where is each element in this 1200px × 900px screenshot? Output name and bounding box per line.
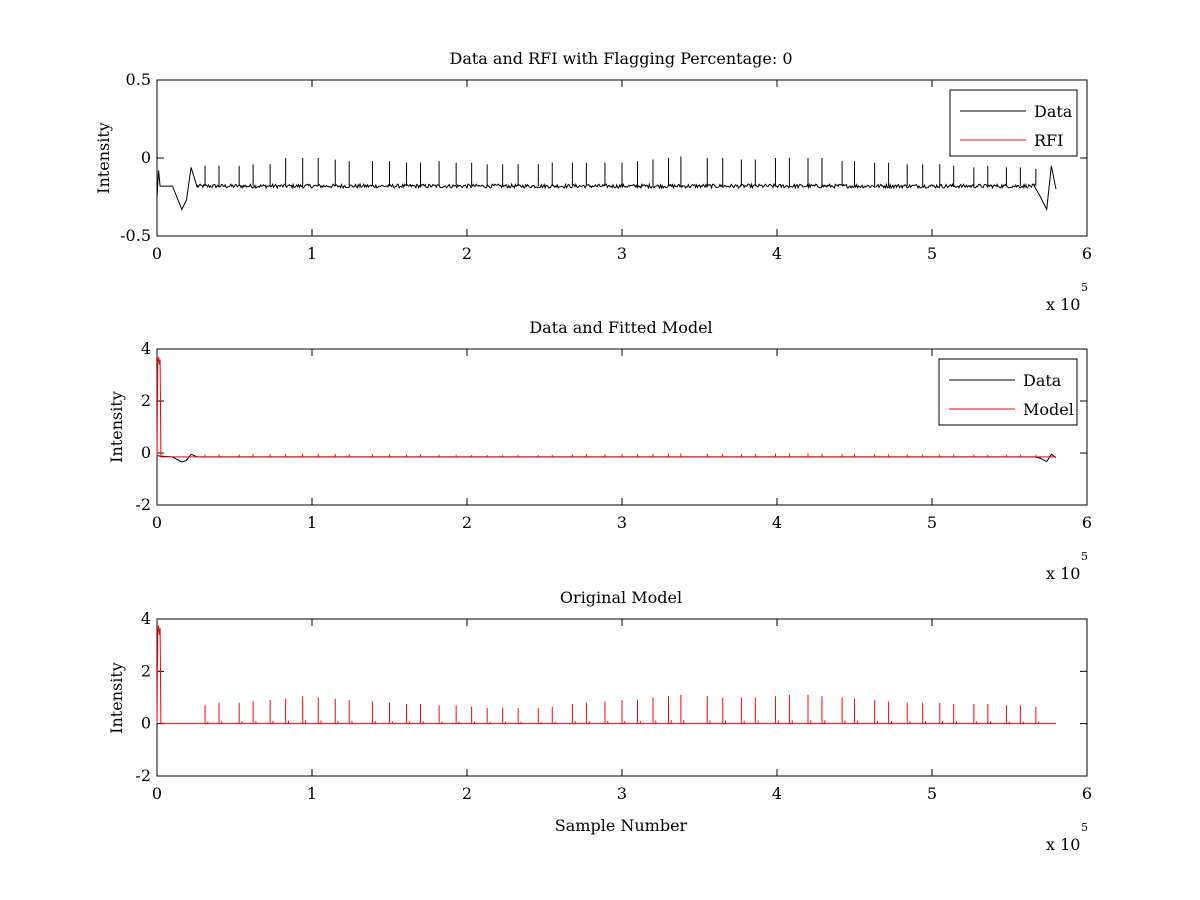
x-tick-label: 5 bbox=[927, 513, 937, 532]
x-tick-label: 0 bbox=[152, 784, 162, 803]
x-tick-label: 0 bbox=[152, 513, 162, 532]
x-tick-label: 2 bbox=[462, 244, 472, 263]
subplot-1: Data and RFI with Flagging Percentage: 0… bbox=[94, 49, 1092, 314]
subplot-2-title: Data and Fitted Model bbox=[529, 318, 712, 337]
x-tick-label: 6 bbox=[1082, 513, 1092, 532]
x-tick-label: 5 bbox=[927, 784, 937, 803]
model-trace bbox=[156, 625, 1056, 725]
x-multiplier-exponent: 5 bbox=[1081, 550, 1088, 563]
legend-box bbox=[938, 358, 1078, 426]
x-multiplier-exponent: 5 bbox=[1081, 821, 1088, 834]
x-tick-label: 3 bbox=[617, 784, 627, 803]
y-tick-label: -2 bbox=[135, 495, 151, 514]
legend-entry-label: RFI bbox=[1034, 131, 1063, 150]
subplot-3-xlabel: Sample Number bbox=[555, 816, 688, 835]
y-tick-label: -2 bbox=[135, 766, 151, 785]
y-tick-label: 4 bbox=[141, 339, 151, 358]
y-tick-label: 0.5 bbox=[126, 70, 151, 89]
x-tick-label: 4 bbox=[772, 513, 782, 532]
subplot-2-ylabel: Intensity bbox=[107, 391, 126, 463]
x-tick-label: 2 bbox=[462, 784, 472, 803]
subplot-1-ylabel: Intensity bbox=[94, 122, 113, 194]
y-tick-label: 2 bbox=[141, 391, 151, 410]
x-tick-label: 6 bbox=[1082, 784, 1092, 803]
x-tick-label: 2 bbox=[462, 513, 472, 532]
x-tick-label: 4 bbox=[772, 244, 782, 263]
y-tick-label: 2 bbox=[141, 661, 151, 680]
y-tick-label: 0 bbox=[141, 714, 151, 733]
x-tick-label: 1 bbox=[307, 513, 317, 532]
x-multiplier-base: x 10 bbox=[1046, 835, 1080, 854]
subplot-3: Original Model Intensity Sample Number 0… bbox=[107, 588, 1092, 854]
y-tick-label: 0 bbox=[141, 443, 151, 462]
subplot-3-ylabel: Intensity bbox=[107, 662, 126, 734]
y-tick-label: -0.5 bbox=[120, 226, 151, 245]
x-multiplier-base: x 10 bbox=[1046, 564, 1080, 583]
legend-entry-label: Data bbox=[1023, 371, 1062, 390]
subplot-3-title: Original Model bbox=[560, 588, 682, 607]
x-tick-label: 3 bbox=[617, 244, 627, 263]
x-tick-label: 6 bbox=[1082, 244, 1092, 263]
x-tick-label: 4 bbox=[772, 784, 782, 803]
legend-entry-label: Data bbox=[1034, 102, 1073, 121]
legend-box bbox=[949, 89, 1078, 157]
x-tick-label: 3 bbox=[617, 513, 627, 532]
x-multiplier-exponent: 5 bbox=[1081, 281, 1088, 294]
subplot-1-title: Data and RFI with Flagging Percentage: 0 bbox=[449, 49, 792, 68]
x-tick-label: 0 bbox=[152, 244, 162, 263]
y-tick-label: 4 bbox=[141, 609, 151, 628]
model-trace bbox=[156, 356, 1056, 458]
x-tick-label: 1 bbox=[307, 244, 317, 263]
x-tick-label: 1 bbox=[307, 784, 317, 803]
data-trace bbox=[156, 165, 1057, 212]
legend-entry-label: Model bbox=[1023, 400, 1074, 419]
x-multiplier-base: x 10 bbox=[1046, 295, 1080, 314]
subplot-2: Data and Fitted Model Intensity 0 1 2 3 4 5 6 -… bbox=[107, 318, 1092, 583]
y-tick-label: 0 bbox=[141, 148, 151, 167]
x-tick-label: 5 bbox=[927, 244, 937, 263]
